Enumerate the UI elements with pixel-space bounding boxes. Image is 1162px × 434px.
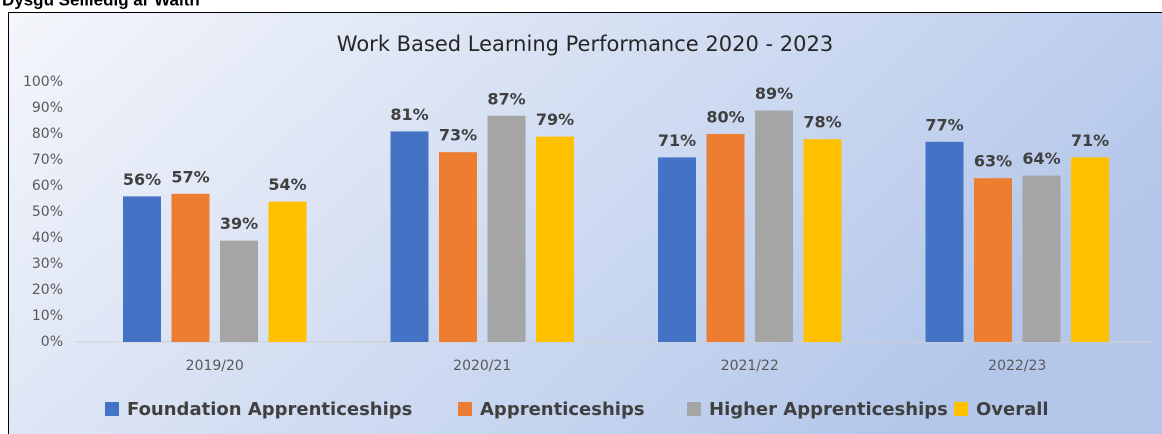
chart-title: Work Based Learning Performance 2020 - 2… (337, 32, 833, 56)
data-label: 54% (268, 175, 306, 194)
bar (268, 201, 307, 342)
bar (439, 152, 477, 342)
y-tick-label: 90% (32, 100, 63, 116)
data-label: 81% (390, 105, 428, 124)
legend-label: Higher Apprenticeships (709, 399, 948, 420)
x-tick-label: 2020/21 (453, 358, 511, 374)
x-tick-label: 2019/20 (186, 358, 244, 374)
legend-swatch (954, 402, 968, 416)
y-tick-label: 50% (32, 204, 63, 220)
bar (390, 131, 429, 342)
bar (1022, 175, 1061, 342)
data-label: 78% (803, 113, 841, 132)
bar (658, 157, 696, 342)
y-tick-label: 100% (23, 74, 63, 90)
data-label: 87% (487, 89, 525, 108)
legend-swatch (458, 402, 472, 416)
bar (1071, 157, 1109, 342)
data-label: 71% (658, 131, 696, 150)
x-tick-label: 2022/23 (988, 358, 1046, 374)
x-tick-label: 2021/22 (721, 358, 779, 374)
y-tick-label: 20% (32, 282, 63, 298)
y-tick-label: 30% (32, 256, 63, 272)
data-label: 73% (439, 126, 477, 145)
bar (974, 178, 1012, 342)
y-tick-label: 40% (32, 230, 63, 246)
bar (171, 193, 210, 342)
bar (487, 115, 526, 342)
y-tick-label: 70% (32, 152, 63, 168)
data-label: 79% (536, 110, 574, 129)
legend-swatch (687, 402, 701, 416)
y-tick-label: 0% (41, 334, 63, 350)
heading: Dysgu Seiliedig ar Waith (2, 0, 200, 9)
bar (123, 196, 161, 342)
data-label: 89% (755, 84, 793, 103)
legend-swatch (105, 402, 119, 416)
bar (706, 134, 745, 342)
bar (536, 136, 574, 342)
bar (220, 240, 258, 342)
data-label: 80% (706, 108, 744, 127)
y-tick-label: 10% (32, 308, 63, 324)
data-label: 39% (220, 214, 258, 233)
data-label: 56% (123, 170, 161, 189)
data-label: 64% (1022, 149, 1060, 168)
data-label: 63% (974, 152, 1012, 171)
bar (755, 110, 793, 342)
bar (803, 139, 842, 342)
data-label: 57% (171, 167, 209, 186)
data-label: 77% (925, 115, 963, 134)
legend-label: Foundation Apprenticeships (127, 399, 412, 420)
data-label: 71% (1071, 131, 1109, 150)
y-tick-label: 80% (32, 126, 63, 142)
legend-label: Overall (976, 399, 1049, 420)
y-tick-label: 60% (32, 178, 63, 194)
bar (925, 141, 964, 342)
legend-label: Apprenticeships (480, 399, 645, 420)
